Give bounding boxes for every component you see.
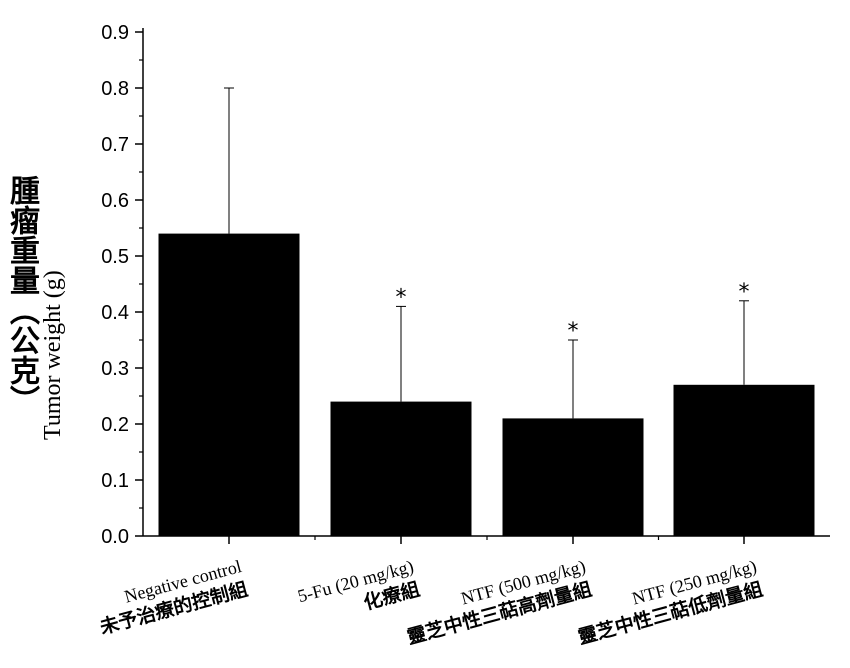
y-tick-label: 0.6: [101, 190, 129, 212]
x-category-label-group: NTF (250 mg/kg)靈芝中性三萜低劑量組: [576, 556, 765, 649]
y-axis-label-chinese: 腫瘤重量（公克）: [4, 175, 39, 415]
significance-marker: *: [568, 319, 579, 344]
y-axis-label: Tumor weight (g): [40, 270, 66, 440]
significance-marker: *: [396, 285, 407, 310]
x-category-label-group: NTF (500 mg/kg)靈芝中性三萜高劑量組: [405, 556, 594, 649]
bar: [502, 418, 644, 536]
y-tick-label: 0.1: [101, 470, 129, 492]
bar: [158, 233, 300, 536]
y-tick-label: 0.4: [101, 302, 129, 324]
y-tick-label: 0.2: [101, 414, 129, 436]
x-category-label-group: 5-Fu (20 mg/kg)化療組: [296, 556, 423, 614]
y-tick-label: 0.3: [101, 358, 129, 380]
y-tick-label: 0.5: [101, 246, 129, 268]
bar: [673, 384, 815, 536]
y-tick-label: 0.8: [101, 78, 129, 100]
significance-marker: *: [739, 280, 750, 305]
y-tick-label: 0.0: [101, 526, 129, 548]
bar: [330, 401, 472, 536]
y-tick-label: 0.9: [101, 22, 129, 44]
y-tick-label: 0.7: [101, 134, 129, 156]
